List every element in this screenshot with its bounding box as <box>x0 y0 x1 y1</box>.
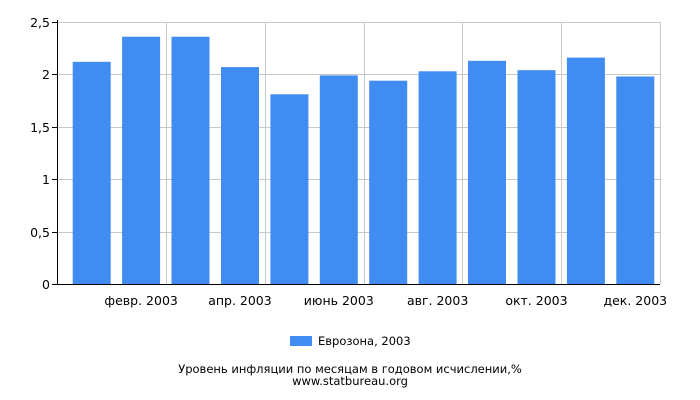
bar <box>517 70 556 284</box>
x-tick-label: апр. 2003 <box>208 293 272 308</box>
bar <box>616 76 655 284</box>
legend: Еврозона, 2003 <box>290 333 411 349</box>
x-tick-label: февр. 2003 <box>104 293 177 308</box>
bar <box>319 75 358 285</box>
bar <box>171 36 210 285</box>
x-axis-ticks: февр. 2003 апр. 2003 июнь 2003 авг. 2003 окт… <box>104 293 667 308</box>
y-tick-label: 2,5 <box>30 15 50 30</box>
y-tick-label: 1,5 <box>30 120 50 135</box>
bar <box>566 57 605 284</box>
y-tick-label: 2 <box>42 67 50 82</box>
bar <box>418 71 457 284</box>
bar-series <box>72 36 655 285</box>
y-tick-label: 1 <box>42 172 50 187</box>
x-tick-label: дек. 2003 <box>603 293 667 308</box>
bar <box>72 61 111 284</box>
x-tick-label: июнь 2003 <box>304 293 374 308</box>
y-tick-label: 0,5 <box>30 225 50 240</box>
x-tick-label: окт. 2003 <box>505 293 567 308</box>
legend-label: Еврозона, 2003 <box>318 334 411 348</box>
legend-swatch <box>290 336 312 346</box>
x-tick-label: авг. 2003 <box>407 293 468 308</box>
chart: 0 0,5 1 1,5 2 2,5 февр. 2003 апр. 2003 июнь 200… <box>30 15 667 308</box>
bar <box>270 94 309 284</box>
bar <box>369 80 408 284</box>
y-axis-ticks: 0 0,5 1 1,5 2 2,5 <box>30 15 57 292</box>
y-tick-label: 0 <box>42 277 50 292</box>
axes <box>57 20 660 285</box>
bar <box>221 67 259 284</box>
chart-caption: Уровень инфляции по месяцам в годовом ис… <box>178 362 522 376</box>
source-url: www.statbureau.org <box>292 374 408 388</box>
bar <box>122 36 161 285</box>
bar <box>468 60 506 284</box>
